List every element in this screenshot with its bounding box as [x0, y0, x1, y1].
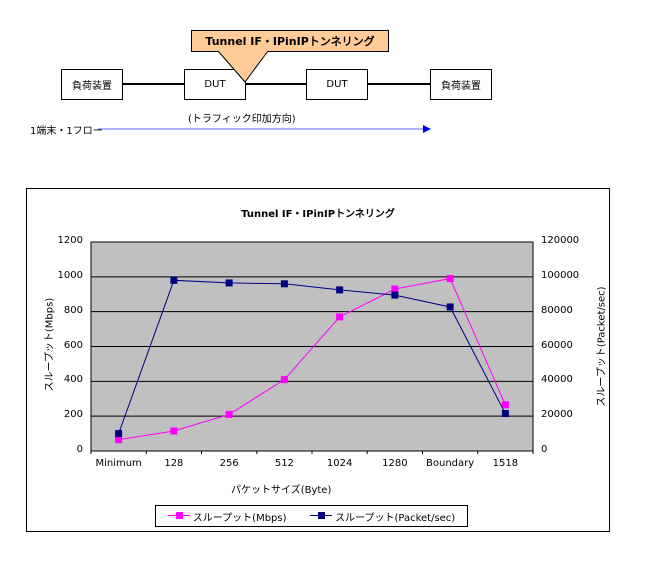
chart-frame: Tunnel IF・IPinIPトンネリング 0 200 400 600 800 1000…: [26, 188, 610, 532]
node-label: 負荷装置: [72, 81, 112, 92]
y-axis-right-label: スループット(Packet/sec): [596, 286, 608, 407]
data-point-marker: [225, 279, 233, 287]
legend-label: スループット(Packet/sec): [335, 512, 456, 524]
data-point-marker: [501, 401, 509, 409]
dut-2: DUT: [306, 69, 368, 100]
data-point-marker: [280, 376, 288, 384]
y2-tick-label: 100000: [541, 269, 580, 281]
x-tick-label: 1280: [382, 458, 408, 469]
data-point-marker: [336, 313, 344, 321]
node-label: 負荷装置: [441, 81, 481, 92]
legend: スループット(Mbps) スループット(Packet/sec): [155, 505, 468, 527]
y-tick-label: 200: [63, 409, 83, 421]
legend-label: スループット(Mbps): [192, 512, 287, 524]
x-tick-label: 1518: [492, 458, 519, 469]
chart-title: Tunnel IF・IPinIPトンネリング: [241, 209, 395, 220]
data-point-marker: [391, 285, 399, 293]
data-point-marker: [115, 430, 123, 438]
y2-tick-label: 80000: [541, 304, 573, 316]
y-tick-label: 1200: [57, 235, 83, 246]
callout-pointer: [217, 50, 269, 83]
y-tick-label: 400: [63, 374, 83, 386]
y-axis-left-label: スループット(Mbps): [44, 297, 56, 392]
link-line: [367, 83, 430, 85]
y-tick-label: 0: [76, 444, 83, 455]
data-point-marker: [280, 280, 288, 288]
data-point-marker: [225, 410, 233, 418]
y2-tick-label: 60000: [541, 339, 573, 351]
plot-area: [90, 241, 534, 454]
link-line: [245, 83, 306, 85]
direction-label: (トラフィック印加方向): [188, 114, 296, 125]
x-tick-label: 256: [219, 458, 239, 469]
node-label: DUT: [204, 79, 226, 90]
legend-item-pps: スループット(Packet/sec): [310, 509, 455, 524]
data-point-marker: [446, 275, 454, 283]
x-tick-label: 1024: [326, 458, 353, 469]
y2-tick-label: 20000: [541, 409, 573, 421]
square-marker-icon: [310, 512, 333, 520]
arrow-right-icon: [98, 125, 431, 133]
callout-label: Tunnel IF・IPinIPトンネリング: [205, 35, 375, 48]
callout-box: Tunnel IF・IPinIPトンネリング: [191, 30, 389, 52]
load-generator-right: 負荷装置: [430, 69, 492, 100]
x-tick-label: Minimum: [95, 458, 142, 469]
dut-1: DUT: [184, 69, 246, 100]
data-point-marker: [501, 410, 509, 418]
data-point-marker: [170, 427, 178, 435]
y2-tick-label: 0: [541, 444, 548, 455]
data-point-marker: [115, 436, 123, 444]
link-line: [122, 83, 184, 85]
y-tick-label: 600: [63, 339, 83, 351]
x-tick-label: 128: [164, 458, 184, 469]
x-tick-label: 512: [274, 458, 294, 469]
y-tick-label: 800: [63, 304, 83, 316]
y2-tick-label: 120000: [541, 235, 580, 246]
data-point-marker: [391, 291, 399, 299]
load-generator-left: 負荷装置: [61, 69, 123, 100]
square-marker-icon: [167, 512, 190, 520]
flow-label: 1端末・1フロー: [30, 126, 103, 137]
y-tick-label: 1000: [57, 269, 83, 281]
legend-item-mbps: スループット(Mbps): [167, 509, 287, 524]
data-point-marker: [446, 303, 454, 311]
x-axis-label: パケットサイズ(Byte): [231, 485, 332, 496]
data-point-marker: [336, 286, 344, 294]
node-label: DUT: [326, 79, 348, 90]
data-point-marker: [170, 276, 178, 284]
x-tick-label: Boundary: [426, 458, 475, 469]
y2-tick-label: 40000: [541, 374, 573, 386]
